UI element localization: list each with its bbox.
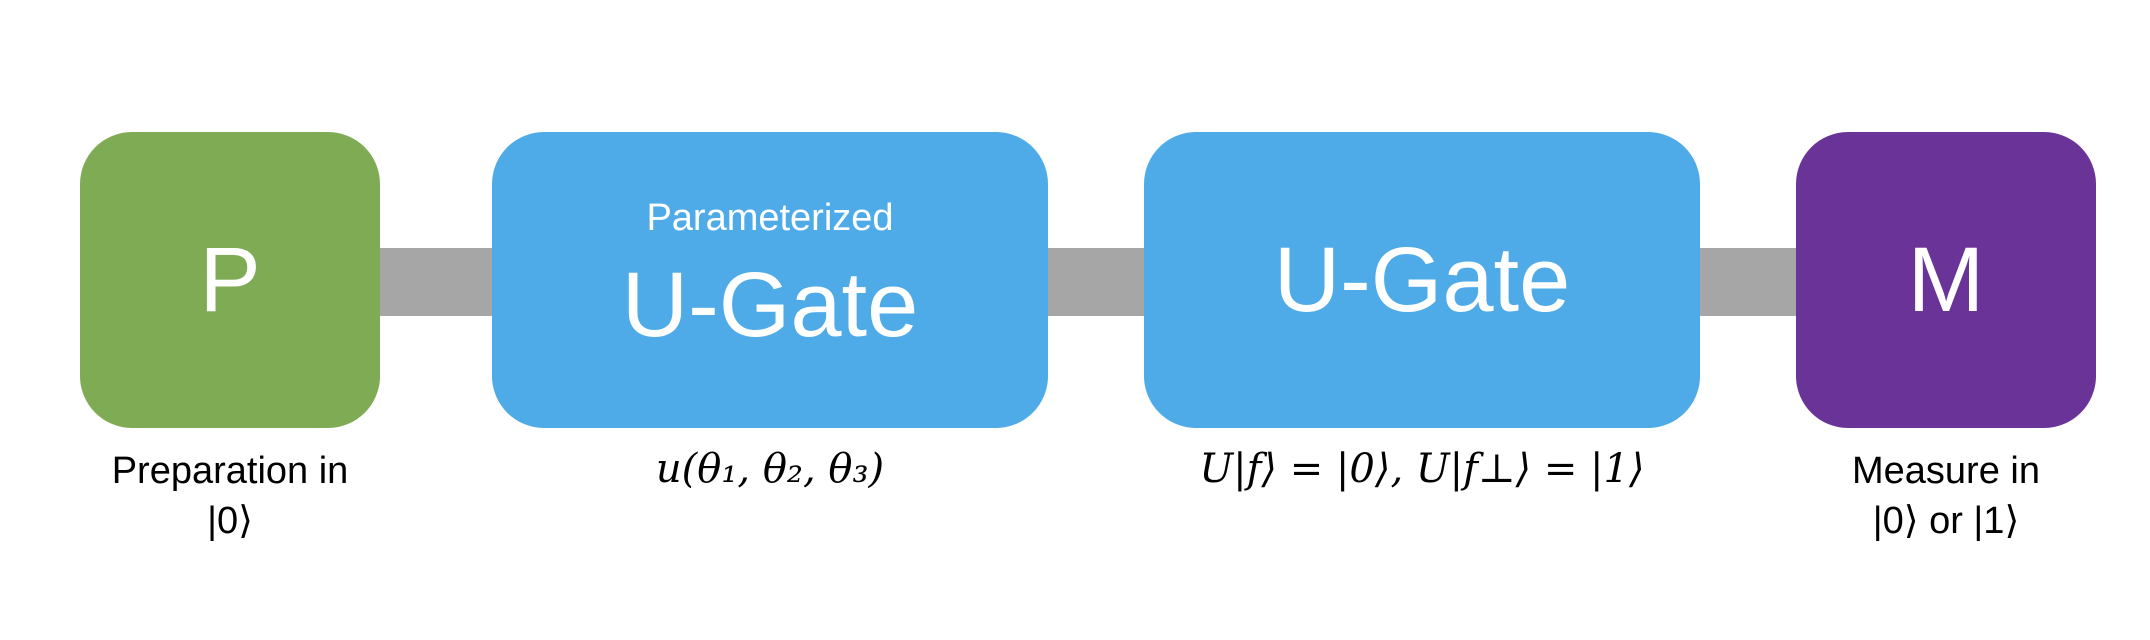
wire-prep-to-param-gate xyxy=(376,248,496,316)
preparation-block: P xyxy=(80,132,380,428)
parameterized-u-gate-block: Parameterized U-Gate xyxy=(492,132,1048,428)
measure-caption: Measure in |0⟩ or |1⟩ xyxy=(1852,450,2040,542)
u-gate-block: U-Gate xyxy=(1144,132,1700,428)
preparation-label: P xyxy=(199,229,261,331)
parameterized-u-gate-label: U-Gate xyxy=(621,254,919,356)
u-gate-caption: U|f⟩ = |0⟩, U|f⊥⟩ = |1⟩ xyxy=(1199,446,1645,492)
u-gate-label: U-Gate xyxy=(1273,229,1571,331)
preparation-caption: Preparation in |0⟩ xyxy=(111,450,349,542)
parameterized-gate-caption: u(θ₁, θ₂, θ₃) xyxy=(655,446,885,492)
wire-gate-to-measure xyxy=(1696,248,1800,316)
wire-param-gate-to-gate xyxy=(1044,248,1148,316)
measure-block: M xyxy=(1796,132,2096,428)
measure-label: M xyxy=(1907,229,1985,331)
parameterized-sublabel: Parameterized xyxy=(646,197,894,239)
